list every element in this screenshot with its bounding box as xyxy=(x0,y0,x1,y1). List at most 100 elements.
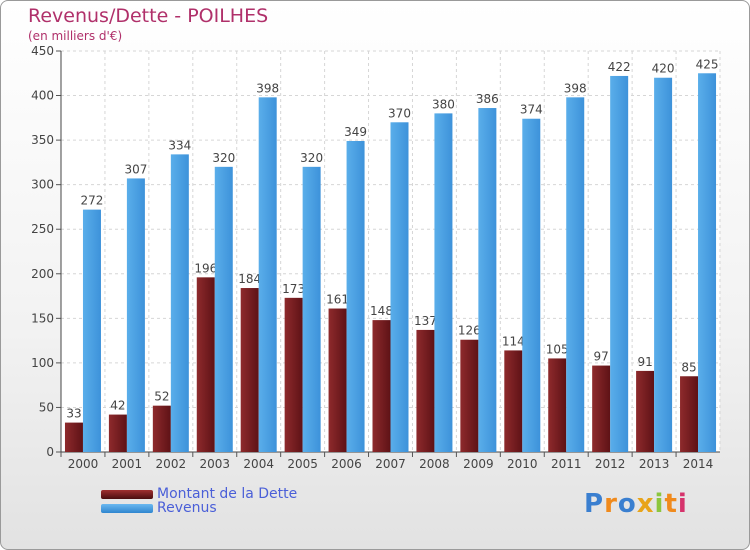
logo-letter: x xyxy=(636,489,655,519)
y-tick-label: 300 xyxy=(31,178,54,192)
data-label-revenus: 307 xyxy=(124,162,147,176)
data-label-dette: 126 xyxy=(458,324,481,338)
bar-revenus xyxy=(698,73,717,453)
y-tick-label: 100 xyxy=(31,356,54,370)
data-label-revenus: 398 xyxy=(564,81,587,95)
chart-subtitle: (en milliers d'€) xyxy=(28,29,123,43)
bar-revenus xyxy=(302,166,321,452)
legend-label-dette: Montant de la Dette xyxy=(157,486,298,502)
bar-dette xyxy=(680,376,699,452)
data-label-revenus: 380 xyxy=(432,97,455,111)
bar-dette xyxy=(64,422,83,452)
bar-dette xyxy=(152,405,171,452)
bar-revenus xyxy=(126,178,145,452)
data-label-revenus: 320 xyxy=(212,151,235,165)
data-label-revenus: 425 xyxy=(696,57,719,71)
bar-dette xyxy=(284,297,303,452)
x-tick-label: 2009 xyxy=(463,457,494,471)
bar-dette xyxy=(592,365,611,452)
data-label-dette: 33 xyxy=(66,407,81,421)
data-label-dette: 91 xyxy=(637,355,652,369)
bar-dette xyxy=(636,370,655,452)
bar-revenus xyxy=(170,154,189,452)
x-tick-label: 2007 xyxy=(375,457,406,471)
y-tick-label: 250 xyxy=(31,222,54,236)
legend-label-revenus: Revenus xyxy=(157,500,217,516)
bar-dette xyxy=(504,350,523,452)
data-label-dette: 97 xyxy=(594,350,609,364)
data-label-revenus: 374 xyxy=(520,103,543,117)
y-tick-label: 450 xyxy=(31,44,54,58)
data-label-dette: 161 xyxy=(326,293,349,307)
x-tick-label: 2000 xyxy=(68,457,99,471)
data-label-revenus: 334 xyxy=(168,138,191,152)
y-tick-label: 400 xyxy=(31,89,54,103)
bar-dette xyxy=(548,358,567,452)
bar-dette xyxy=(196,277,215,452)
bar-dette xyxy=(328,308,347,452)
x-tick-label: 2014 xyxy=(683,457,714,471)
data-label-dette: 184 xyxy=(238,272,261,286)
y-tick-label: 350 xyxy=(31,133,54,147)
logo-letter: P xyxy=(584,489,605,519)
data-label-revenus: 386 xyxy=(476,92,499,106)
y-tick-label: 200 xyxy=(31,267,54,281)
bar-revenus xyxy=(478,108,497,452)
x-tick-label: 2004 xyxy=(243,457,274,471)
x-tick-label: 2008 xyxy=(419,457,450,471)
bar-dette xyxy=(460,339,479,452)
logo-letter: i xyxy=(654,489,665,519)
bar-revenus xyxy=(346,141,365,452)
proxiti-logo: Proxiti xyxy=(584,489,688,519)
logo-letter: t xyxy=(664,489,678,519)
data-label-dette: 42 xyxy=(110,399,125,413)
data-label-dette: 52 xyxy=(154,390,169,404)
legend-swatch-revenus xyxy=(101,504,153,513)
bar-revenus xyxy=(522,118,541,453)
x-tick-label: 2006 xyxy=(331,457,362,471)
y-tick-label: 0 xyxy=(46,445,54,459)
logo-letter: r xyxy=(604,489,618,519)
bar-revenus xyxy=(258,97,277,453)
bar-revenus xyxy=(434,113,453,452)
x-tick-label: 2011 xyxy=(551,457,582,471)
data-label-dette: 196 xyxy=(194,261,217,275)
data-label-dette: 85 xyxy=(681,360,696,374)
data-label-dette: 137 xyxy=(414,314,437,328)
x-tick-label: 2012 xyxy=(595,457,626,471)
bar-dette xyxy=(240,288,259,452)
x-tick-label: 2010 xyxy=(507,457,538,471)
data-label-dette: 148 xyxy=(370,304,393,318)
bar-revenus xyxy=(654,77,673,452)
bar-revenus xyxy=(214,166,233,452)
bar-dette xyxy=(416,329,435,452)
data-label-revenus: 398 xyxy=(256,81,279,95)
data-label-revenus: 349 xyxy=(344,125,367,139)
x-tick-label: 2005 xyxy=(287,457,318,471)
x-tick-label: 2013 xyxy=(639,457,670,471)
data-label-revenus: 320 xyxy=(300,151,323,165)
x-tick-label: 2003 xyxy=(199,457,230,471)
x-tick-label: 2002 xyxy=(156,457,187,471)
data-label-revenus: 272 xyxy=(81,194,104,208)
legend-swatch-dette xyxy=(101,490,153,499)
logo-letter: o xyxy=(617,489,637,519)
data-label-revenus: 420 xyxy=(652,62,675,76)
bar-dette xyxy=(372,320,391,452)
data-label-revenus: 370 xyxy=(388,106,411,120)
bar-revenus xyxy=(566,97,585,453)
data-label-dette: 105 xyxy=(546,342,569,356)
x-tick-label: 2001 xyxy=(112,457,143,471)
chart-title: Revenus/Dette - POILHES xyxy=(28,5,269,27)
data-label-revenus: 422 xyxy=(608,60,631,74)
bar-revenus xyxy=(610,75,629,452)
logo-letter: i xyxy=(677,489,688,519)
data-label-dette: 173 xyxy=(282,282,305,296)
data-label-dette: 114 xyxy=(502,334,525,348)
bar-revenus xyxy=(82,209,101,452)
bar-revenus xyxy=(390,122,409,453)
bar-dette xyxy=(108,414,127,452)
y-tick-label: 50 xyxy=(39,400,54,414)
